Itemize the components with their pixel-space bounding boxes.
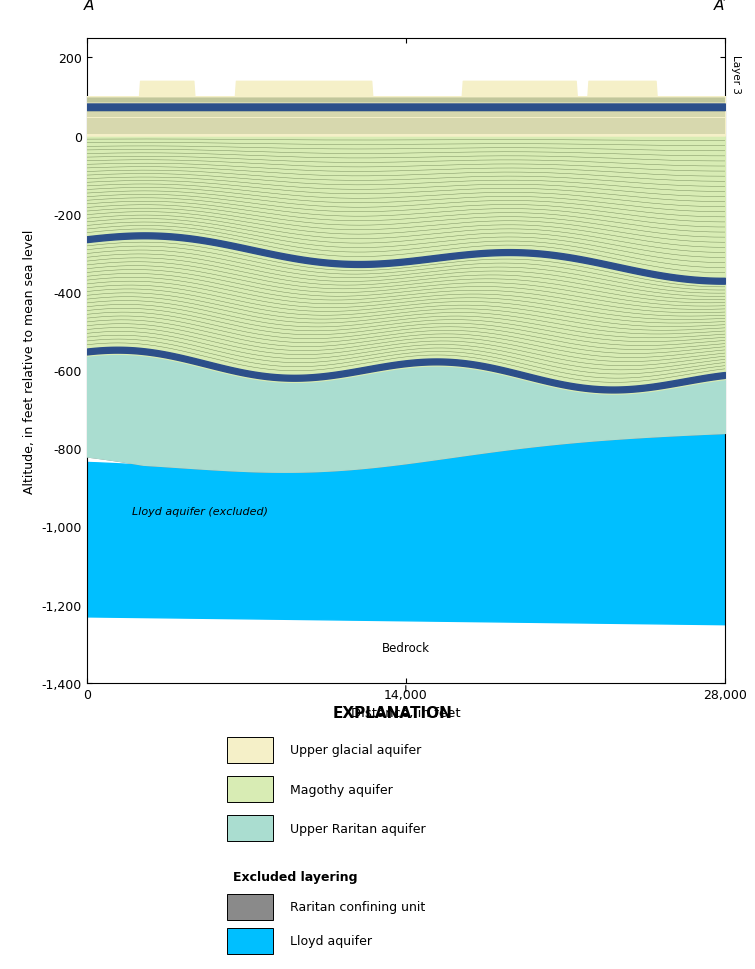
Bar: [226, 893, 273, 921]
Text: Layer 23: Layer 23: [668, 259, 713, 274]
Bar: [226, 928, 273, 954]
Text: Upper glacial aquifer: Upper glacial aquifer: [290, 743, 421, 757]
Y-axis label: Altitude, in feet relative to mean sea level: Altitude, in feet relative to mean sea l…: [23, 229, 36, 493]
Text: Layer 3: Layer 3: [731, 55, 741, 94]
X-axis label: Distance, in feet: Distance, in feet: [351, 706, 461, 720]
Text: Bedrock: Bedrock: [382, 641, 430, 654]
Text: Raritan confining unit: Raritan confining unit: [290, 900, 425, 914]
Text: Upper glacial aquifer texture model (horizontal): Upper glacial aquifer texture model (hor…: [273, 145, 539, 155]
Bar: [226, 776, 273, 802]
Text: Raritan confining unit (excluded): Raritan confining unit (excluded): [167, 413, 350, 422]
Text: Upper Raritan aquifer texture model (layer D): Upper Raritan aquifer texture model (lay…: [392, 405, 648, 415]
Text: A: A: [84, 0, 94, 13]
Text: A′: A′: [714, 0, 728, 13]
Text: Layer 43: Layer 43: [668, 364, 713, 374]
Text: EXPLANATION: EXPLANATION: [333, 705, 452, 721]
Bar: [226, 816, 273, 841]
Text: Upper Raritan aquifer: Upper Raritan aquifer: [290, 822, 425, 835]
Text: Excluded layering: Excluded layering: [233, 870, 358, 884]
Text: Magothy aquifer: Magothy aquifer: [290, 783, 393, 796]
Text: Lloyd aquifer: Lloyd aquifer: [290, 934, 371, 948]
Text: Lloyd aquifer (excluded): Lloyd aquifer (excluded): [132, 507, 268, 516]
Bar: [226, 737, 273, 764]
Text: Magothy aquifer texture model (sloping): Magothy aquifer texture model (sloping): [270, 203, 496, 213]
